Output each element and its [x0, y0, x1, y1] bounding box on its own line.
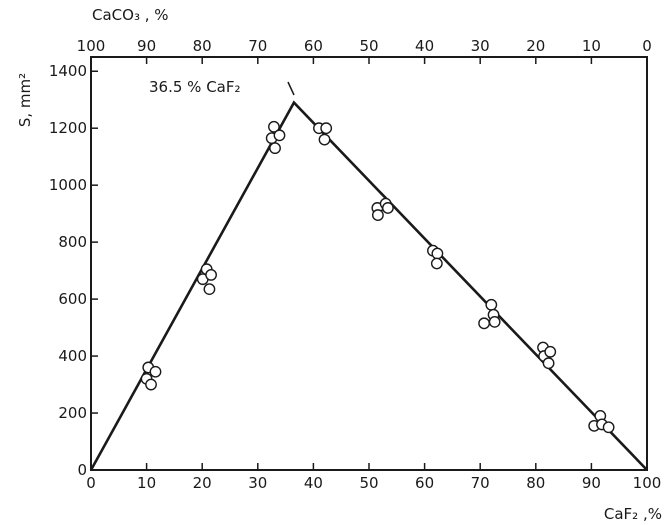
data-point [320, 122, 333, 135]
x-bottom-tick-label: 50 [359, 474, 378, 492]
plot-frame [90, 56, 648, 471]
x-top-tick-label: 10 [582, 37, 601, 55]
x-bottom-tick-label: 60 [415, 474, 434, 492]
x-top-tick-label: 20 [526, 37, 545, 55]
data-point [478, 317, 490, 330]
data-point [431, 247, 444, 260]
x-bottom-tick-label: 90 [582, 474, 601, 492]
x-bottom-tick-label: 10 [137, 474, 156, 492]
bottom-axis: 0 10 20 30 40 50 60 70 80 90 100 [86, 463, 661, 492]
y-tick-label: 600 [58, 290, 87, 308]
fit-line-group [89, 100, 648, 471]
x-bottom-tick-label: 40 [304, 474, 323, 492]
data-point [318, 133, 331, 146]
x-top-tick-label: 0 [642, 37, 652, 55]
y-tick-label: 800 [58, 233, 87, 251]
x-bottom-tick-label: 20 [193, 474, 212, 492]
data-point [203, 283, 216, 296]
data-point [485, 298, 498, 311]
x-top-tick-label: 80 [193, 37, 212, 55]
x-top-tick-label: 100 [77, 37, 106, 55]
peak-annotation-pointer [287, 81, 295, 96]
left-axis: 0 200 400 600 800 1000 1200 1400 [49, 62, 98, 479]
x-top-tick-label: 40 [415, 37, 434, 55]
x-top-tick-label: 60 [304, 37, 323, 55]
y-tick-label: 0 [77, 461, 87, 479]
y-tick-label: 1400 [49, 62, 87, 80]
x-top-tick-label: 90 [137, 37, 156, 55]
y-tick-label: 400 [58, 347, 87, 365]
top-axis: 100 90 80 70 60 50 40 30 20 10 0 [77, 37, 652, 64]
data-point [268, 120, 280, 133]
x-bottom-tick-label: 30 [248, 474, 267, 492]
data-points [140, 120, 615, 434]
y-tick-label: 1200 [49, 119, 87, 137]
data-point [145, 378, 157, 391]
x-bottom-tick-label: 70 [471, 474, 490, 492]
data-point [269, 142, 281, 155]
x-top-tick-label: 70 [248, 37, 267, 55]
bottom-axis-title: CaF₂ ,% [604, 505, 662, 523]
data-point [488, 315, 501, 328]
data-point [602, 421, 615, 434]
y-axis-title: S, mm² [16, 73, 34, 127]
y-tick-label: 1000 [49, 176, 87, 194]
x-bottom-tick-label: 0 [86, 474, 96, 492]
y-tick-label: 200 [58, 404, 87, 422]
peak-annotation-label: 36.5 % CaF₂ [149, 78, 241, 96]
data-point [149, 365, 162, 378]
x-bottom-tick-label: 80 [526, 474, 545, 492]
x-top-tick-label: 50 [359, 37, 378, 55]
data-point [542, 357, 555, 370]
top-axis-title: CaCO₃ , % [92, 6, 169, 24]
data-point [382, 202, 394, 214]
data-point [371, 209, 384, 221]
data-point [273, 129, 286, 142]
x-bottom-tick-label: 100 [633, 474, 662, 492]
x-top-tick-label: 30 [471, 37, 490, 55]
data-point [430, 257, 443, 270]
data-point [205, 268, 217, 281]
data-point [544, 345, 557, 358]
fit-line [89, 100, 648, 471]
